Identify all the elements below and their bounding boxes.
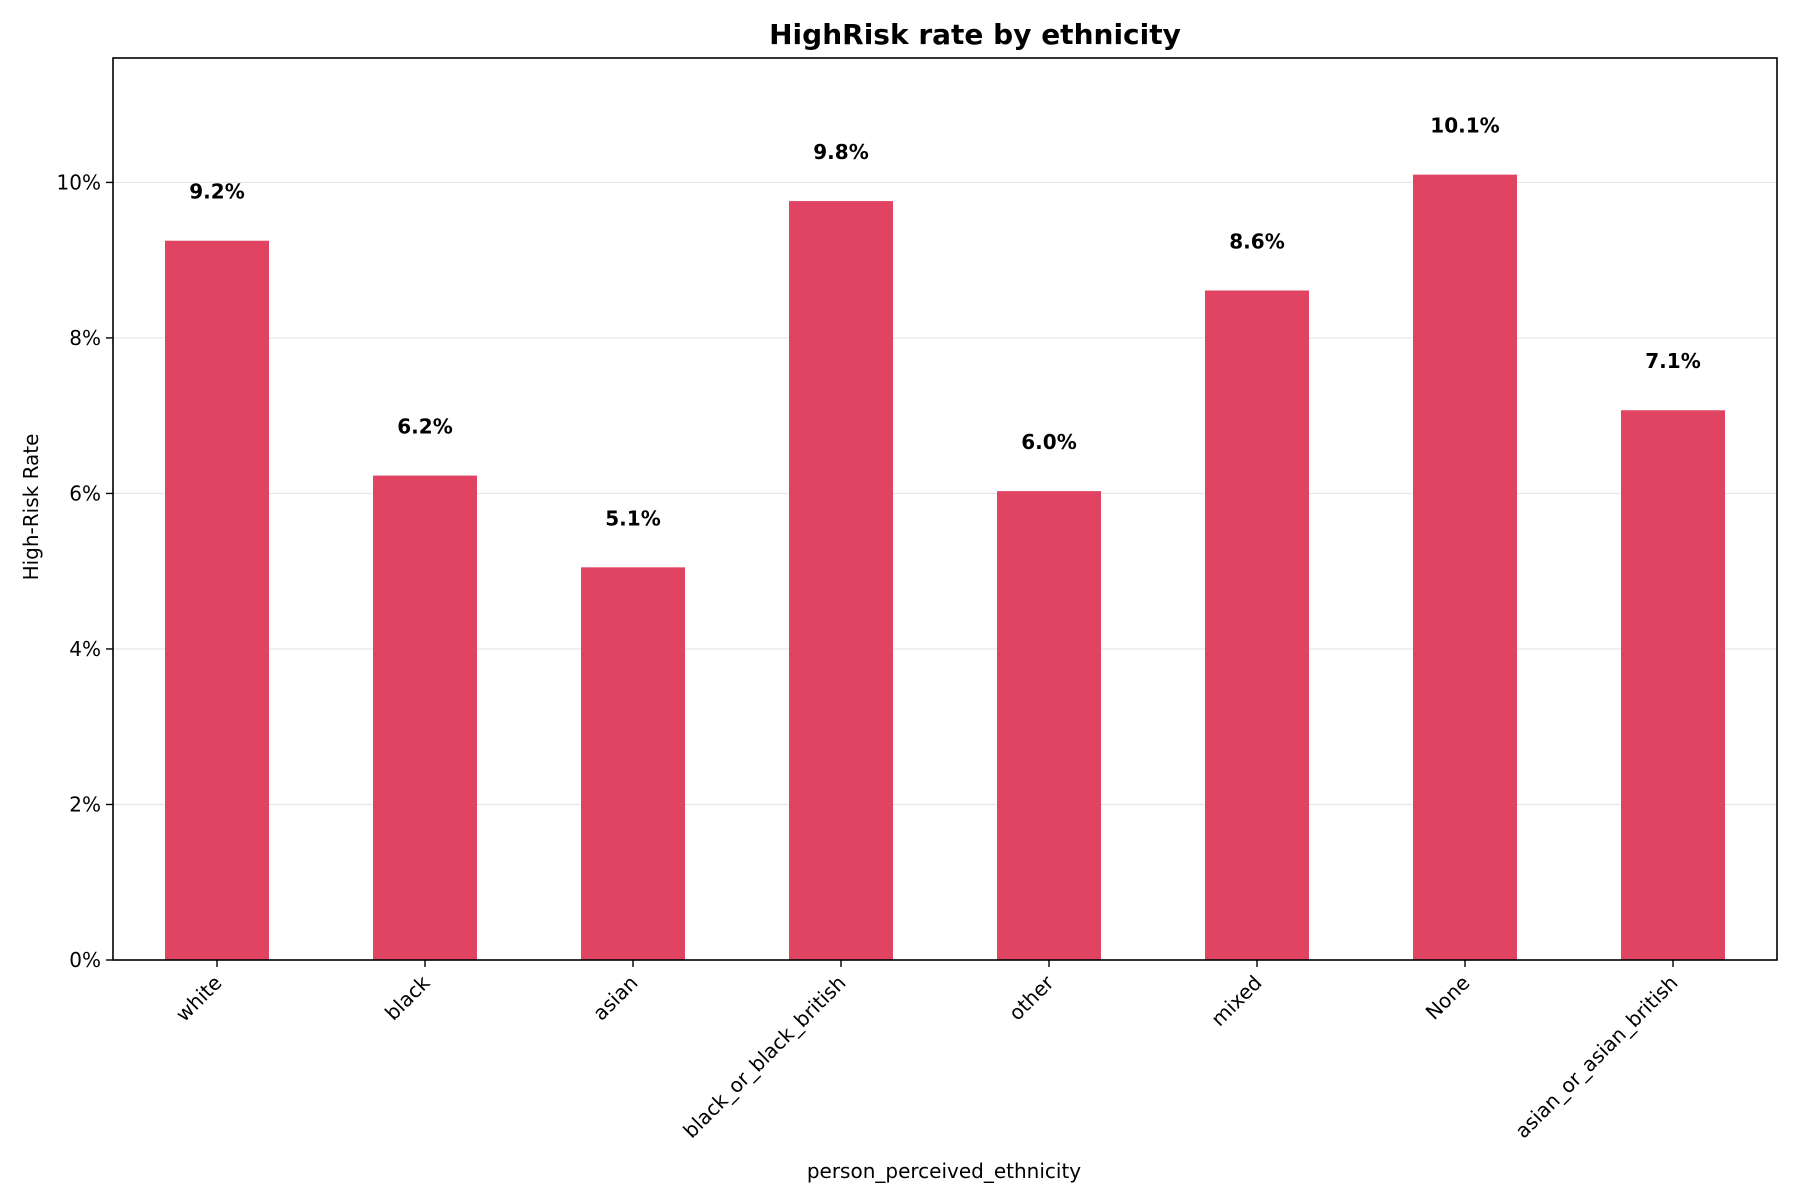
bar-value-label: 9.2% (189, 180, 244, 204)
plot-frame (112, 57, 1778, 961)
bar-None (1413, 174, 1517, 960)
y-tick-label: 2% (69, 792, 101, 816)
bar-black (373, 475, 477, 960)
bar-value-labels: 9.2% 6.2% 5.1% 9.8% 6.0% 8.6% 10.1% 7.1% (189, 114, 1700, 531)
y-tick-label: 4% (69, 637, 101, 661)
bar-value-label: 6.0% (1021, 430, 1076, 454)
bar-value-label: 8.6% (1229, 229, 1284, 253)
chart-title: HighRisk rate by ethnicity (769, 18, 1181, 51)
y-axis: 0% 2% 4% 6% 8% 10% (57, 170, 113, 972)
bar-mixed (1205, 290, 1309, 960)
x-axis-label: person_perceived_ethnicity (807, 1159, 1081, 1183)
bar-asian (581, 567, 685, 960)
bar-value-label: 7.1% (1645, 349, 1700, 373)
y-tick-label: 6% (69, 481, 101, 505)
bars (165, 174, 1725, 960)
bar-asian_or_asian_british (1621, 410, 1725, 960)
bar-value-label: 10.1% (1430, 114, 1499, 138)
y-axis-label: High-Risk Rate (19, 434, 43, 581)
bar-other (997, 491, 1101, 960)
bar-value-label: 6.2% (397, 415, 452, 439)
bar-black_or_black_british (789, 201, 893, 960)
y-tick-label: 0% (69, 948, 101, 972)
bar-value-label: 5.1% (605, 506, 660, 530)
y-tick-label: 8% (69, 326, 101, 350)
y-tick-label: 10% (57, 170, 101, 194)
bar-value-label: 9.8% (813, 140, 868, 164)
bar-white (165, 240, 269, 960)
